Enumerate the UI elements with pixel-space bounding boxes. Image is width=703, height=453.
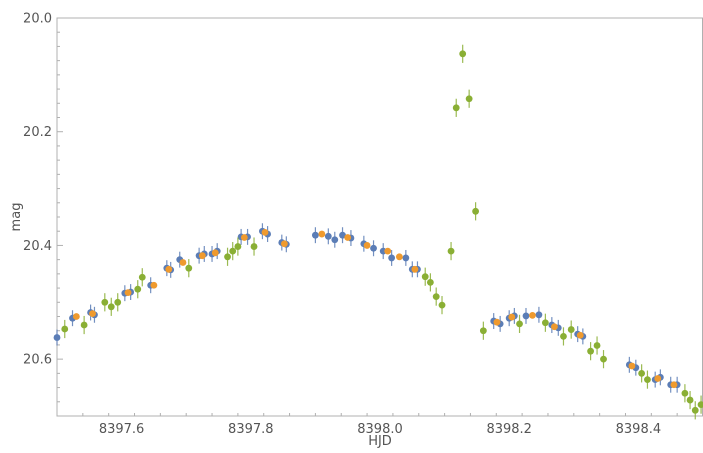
- x-tick-label: 8398.4: [616, 422, 662, 437]
- data-point: [465, 95, 473, 103]
- y-tick-label: 20.0: [23, 12, 52, 27]
- axis-ticks: [56, 17, 703, 417]
- data-point: [339, 231, 346, 239]
- data-point: [395, 253, 403, 261]
- data-point: [438, 301, 446, 309]
- data-point: [459, 50, 467, 58]
- data-point: [541, 319, 549, 327]
- data-point: [384, 247, 392, 255]
- data-point: [472, 207, 480, 215]
- data-point: [72, 313, 80, 320]
- data-point: [628, 362, 636, 370]
- data-point: [587, 347, 594, 355]
- data-point: [576, 331, 584, 339]
- y-axis-title: mag: [9, 203, 24, 232]
- data-point: [560, 333, 567, 340]
- data-series: [53, 44, 703, 420]
- y-tick-labels: 20.0 20.2 20.4 20.6: [23, 12, 52, 368]
- data-point: [240, 234, 248, 241]
- data-point: [411, 265, 419, 273]
- data-point: [363, 242, 371, 249]
- data-point: [61, 325, 69, 333]
- data-point: [691, 406, 699, 414]
- data-point: [432, 293, 440, 300]
- data-point: [644, 376, 651, 384]
- data-point: [551, 323, 558, 331]
- y-tick-label: 20.4: [23, 239, 52, 254]
- data-point: [198, 252, 206, 260]
- x-tick-label: 8397.8: [228, 422, 274, 437]
- y-tick-label: 20.6: [23, 353, 52, 368]
- data-point: [211, 249, 219, 257]
- data-point: [185, 264, 193, 272]
- data-point: [479, 327, 487, 335]
- data-point: [312, 231, 319, 239]
- data-point: [124, 289, 132, 297]
- data-point: [280, 240, 288, 248]
- data-point: [452, 104, 460, 112]
- data-point: [421, 273, 429, 281]
- data-point: [344, 234, 352, 241]
- data-point: [318, 230, 326, 238]
- data-point: [593, 342, 601, 349]
- x-tick-label: 8397.6: [99, 422, 145, 437]
- data-point: [697, 401, 703, 409]
- data-point: [388, 254, 396, 262]
- data-point: [670, 381, 678, 389]
- data-point: [600, 355, 607, 363]
- data-point: [402, 254, 410, 262]
- data-point: [638, 369, 646, 377]
- data-point: [331, 236, 339, 244]
- data-point: [447, 247, 455, 255]
- data-point: [107, 303, 115, 311]
- data-point: [89, 310, 96, 318]
- series-3: [61, 44, 703, 420]
- series-2: [72, 228, 678, 389]
- data-point: [114, 298, 122, 306]
- data-point: [324, 232, 332, 240]
- x-tick-label: 8398.2: [486, 422, 532, 437]
- data-point: [53, 334, 61, 341]
- y-tick-label: 20.2: [23, 125, 52, 140]
- data-point: [80, 321, 88, 329]
- data-point: [426, 278, 434, 286]
- data-point: [535, 311, 543, 319]
- data-point: [681, 389, 689, 397]
- data-point: [138, 273, 146, 281]
- plot-frame: [56, 17, 703, 417]
- data-point: [493, 318, 501, 326]
- data-point: [567, 326, 575, 333]
- data-point: [370, 244, 377, 252]
- data-point: [516, 320, 523, 328]
- data-point: [522, 312, 530, 320]
- x-axis-title: HJD: [368, 434, 392, 449]
- data-point: [179, 259, 187, 266]
- x-tick-label: 8398.0: [357, 422, 403, 437]
- data-point: [261, 228, 269, 236]
- data-point: [234, 243, 242, 250]
- data-point: [165, 265, 173, 273]
- data-point: [250, 243, 258, 250]
- plot-frame-rect: [56, 17, 703, 417]
- data-point: [224, 253, 231, 261]
- data-point: [134, 285, 142, 293]
- data-point: [150, 281, 158, 289]
- data-point: [686, 396, 694, 404]
- data-point: [229, 247, 237, 255]
- data-point: [654, 375, 662, 382]
- data-point: [508, 313, 516, 321]
- data-point: [529, 311, 536, 319]
- data-point: [101, 298, 109, 306]
- x-tick-labels: 8397.6 8397.8 8398.0 8398.2 8398.4: [99, 422, 661, 437]
